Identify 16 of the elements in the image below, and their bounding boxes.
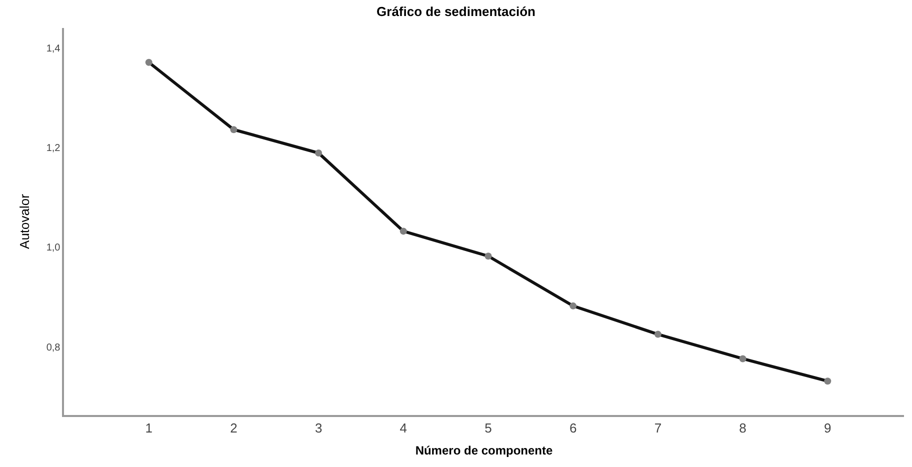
- y-axis-title: Autovalor: [16, 193, 32, 249]
- y-tick-label: 1,0: [46, 242, 61, 254]
- x-tick-label: 1: [145, 420, 152, 436]
- x-tick-label: 4: [400, 420, 408, 436]
- x-tick-label: 5: [484, 420, 492, 436]
- y-tick-label: 0,8: [46, 342, 61, 354]
- x-axis-title: Número de componente: [415, 444, 553, 458]
- x-tick-label: 8: [739, 420, 746, 436]
- y-tick-label: 1,4: [46, 43, 61, 54]
- chart-title: Gráfico de sedimentación: [376, 4, 536, 20]
- y-tick-label: 1,2: [46, 143, 61, 154]
- x-tick-label: 2: [230, 420, 238, 436]
- x-tick-label: 3: [314, 420, 322, 436]
- x-tick-label: 6: [569, 420, 577, 436]
- x-tick-label: 9: [824, 420, 832, 436]
- x-tick-label: 7: [654, 420, 662, 436]
